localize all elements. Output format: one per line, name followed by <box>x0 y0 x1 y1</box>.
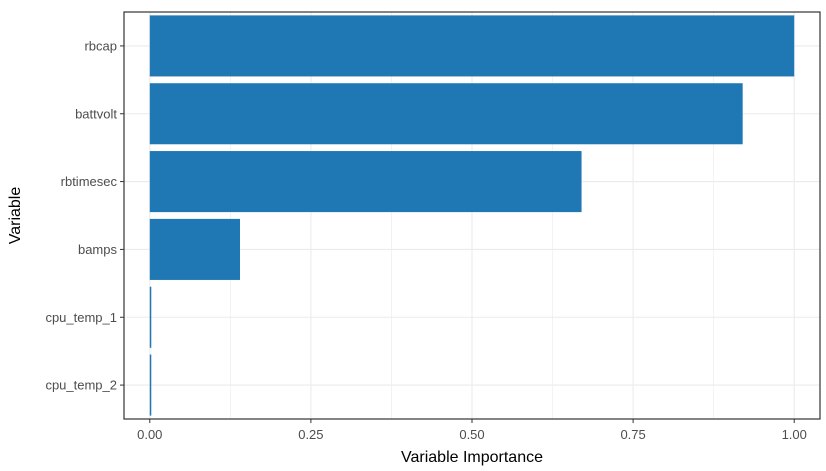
y-tick-label: rbcap <box>84 38 117 53</box>
bar-cpu-temp-1 <box>149 286 152 348</box>
bar-layer <box>149 15 795 416</box>
x-tick-label: 0.25 <box>298 427 323 442</box>
tick-layer: rbcap battvolt rbtimesec bamps cpu_temp_1cpu… <box>45 38 806 442</box>
y-axis-title: Variable <box>7 187 24 245</box>
bar-rbtimesec <box>149 151 582 213</box>
bar-rbcap <box>149 15 795 77</box>
x-tick-label: 1.00 <box>782 427 807 442</box>
x-tick-label: 0.75 <box>620 427 645 442</box>
y-tick-label: cpu_temp_1 <box>45 310 117 325</box>
bar-cpu-temp-2 <box>149 354 152 416</box>
bar-bamps <box>149 218 240 280</box>
bar-battvolt <box>149 83 743 145</box>
x-axis-title: Variable Importance <box>401 449 543 466</box>
x-tick-label: 0.00 <box>137 427 162 442</box>
y-tick-label: bamps <box>78 242 118 257</box>
x-tick-label: 0.50 <box>459 427 484 442</box>
y-tick-label: cpu_temp_2 <box>45 378 117 393</box>
y-tick-label: battvolt <box>75 106 117 121</box>
y-tick-label: rbtimesec <box>61 174 118 189</box>
